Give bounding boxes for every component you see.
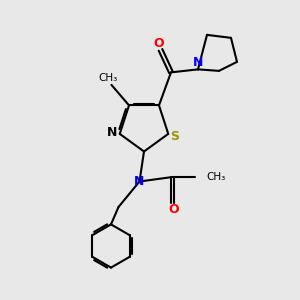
Text: O: O <box>154 37 164 50</box>
Text: O: O <box>169 202 179 216</box>
Text: CH₃: CH₃ <box>98 73 118 83</box>
Text: N: N <box>193 56 203 69</box>
Text: S: S <box>170 130 179 143</box>
Text: N: N <box>107 126 117 139</box>
Text: N: N <box>134 175 145 188</box>
Text: CH₃: CH₃ <box>206 172 226 182</box>
